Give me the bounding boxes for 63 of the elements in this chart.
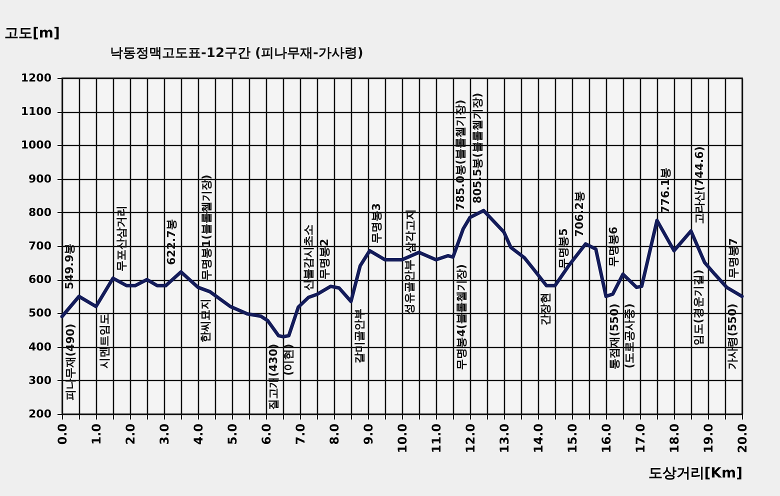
annotation: (이현) (282, 344, 295, 376)
y-tick-label: 400 (28, 340, 52, 354)
x-axis-title: 도상거리[Km] (648, 466, 742, 482)
annotation: 무명봉1(블롤첼기장) (200, 174, 213, 280)
y-tick-label: 300 (28, 374, 52, 387)
x-tick-label: 4.0 (192, 424, 206, 445)
annotation: 가사령(550) (726, 303, 739, 370)
x-tick-label: 13.0 (498, 424, 512, 454)
y-tick-label: 900 (28, 172, 52, 186)
x-tick-label: 3.0 (158, 424, 172, 445)
x-tick-label: 11.0 (430, 424, 444, 454)
y-axis-title: 고도[m] (4, 26, 60, 42)
chart-title: 낙동정맥고도표-12구간 (피나무재-가사령) (110, 46, 364, 61)
x-tick-label: 16.0 (600, 424, 614, 454)
x-tick-label: 8.0 (328, 424, 342, 445)
annotation: 성유골안부 (403, 259, 416, 314)
y-tick-label: 1200 (20, 72, 52, 84)
annotation: 무명봉3 (370, 203, 383, 244)
annotation: 피나무재(490) (64, 324, 77, 401)
x-tick-label: 19.0 (702, 424, 716, 454)
y-tick-label: 200 (28, 408, 52, 420)
x-tick-label: 14.0 (532, 424, 546, 454)
x-tick-label: 5.0 (226, 424, 240, 445)
x-tick-label: 6.0 (260, 424, 274, 445)
annotation: 무명봉6 (607, 226, 620, 268)
x-tick-label: 9.0 (362, 424, 376, 445)
annotation: 706.2봉 (573, 191, 586, 237)
x-tick-label: 10.0 (396, 424, 410, 454)
y-tick-label: 1100 (20, 105, 52, 118)
y-tick-label: 500 (28, 306, 52, 320)
annotation: 산불감시초소 (302, 224, 315, 290)
annotation: 삼각고지 (404, 208, 417, 253)
annotation: 고라산(744.6) (693, 146, 706, 224)
annotation: 무명봉4(블롤첼기장) (455, 264, 468, 370)
annotation: 805.5봉(블롤첼기장) (471, 92, 484, 204)
annotation: 무명봉7 (727, 238, 740, 279)
annotation: 질고개(430) (267, 344, 280, 410)
annotation: 갈미골안부 (353, 308, 366, 364)
annotation: 무명봉2 (318, 238, 331, 280)
x-tick-label: 1.0 (90, 424, 104, 445)
annotation: 785.0봉(블롤첼기장) (454, 100, 467, 210)
x-tick-label: 20.0 (736, 424, 750, 454)
annotation: 간장현 (539, 292, 552, 326)
y-tick-label: 800 (28, 206, 52, 219)
x-tick-label: 2.0 (124, 424, 138, 445)
annotation: 776.1봉 (659, 168, 672, 214)
annotation: 622.7봉 (165, 219, 178, 265)
annotation: (도로공사중) (623, 303, 636, 368)
x-tick-label: 17.0 (634, 424, 648, 454)
annotation: 임도(경운기길) (692, 269, 705, 346)
x-tick-label: 15.0 (566, 424, 580, 454)
y-tick-label: 700 (28, 240, 52, 252)
y-tick-label: 600 (28, 273, 52, 286)
y-tick-label: 1000 (20, 138, 52, 152)
x-tick-label: 0.0 (56, 424, 70, 445)
annotation: 무명봉5 (557, 228, 570, 269)
annotation: 통점재(550) (608, 303, 621, 370)
annotation: 한씨묘지 (199, 298, 212, 343)
annotation: 무포산삼거리 (115, 205, 128, 272)
x-tick-label: 12.0 (464, 424, 478, 454)
x-tick-label: 7.0 (294, 424, 308, 445)
x-tick-label: 18.0 (668, 424, 682, 454)
annotation: 시멘트임도 (98, 313, 111, 368)
